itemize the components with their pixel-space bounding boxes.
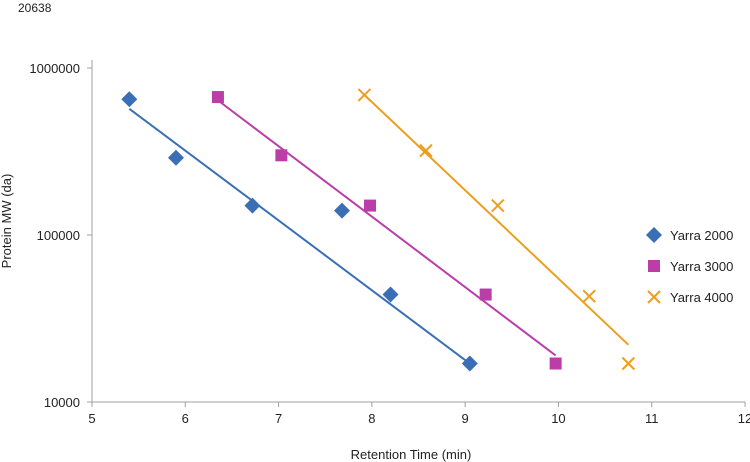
figure-id-label: 20638	[18, 1, 52, 15]
x-marker-stroke	[582, 289, 596, 303]
y-tick-label: 1000000	[29, 61, 80, 76]
x-tick-label: 10	[551, 411, 565, 426]
trendline-yarra-3000	[217, 99, 557, 357]
data-point-yarra-3000	[479, 288, 492, 301]
data-points	[121, 88, 636, 372]
x-tick-label: 11	[645, 411, 659, 426]
legend-label: Yarra 4000	[670, 290, 733, 305]
x-marker-stroke	[357, 88, 372, 102]
data-point-yarra-4000	[419, 143, 433, 158]
data-point-yarra-3000	[549, 357, 562, 370]
x-tick-label: 9	[462, 411, 469, 426]
x-tick-label: 8	[368, 411, 375, 426]
x-marker-stroke	[647, 290, 661, 304]
x-axis-title: Retention Time (min)	[351, 447, 472, 462]
y-tick-label: 10000	[44, 395, 80, 410]
y-axis-title: Protein MW (da)	[0, 174, 14, 269]
data-point-yarra-3000	[363, 199, 376, 212]
legend-label: Yarra 3000	[670, 259, 733, 274]
data-point-yarra-4000	[582, 289, 596, 303]
trendline-yarra-4000	[363, 94, 630, 346]
data-point-yarra-3000	[211, 91, 224, 104]
trendlines	[128, 94, 630, 365]
data-point-yarra-2000	[334, 202, 351, 219]
data-point-yarra-2000	[167, 149, 184, 166]
y-tick-label: 100000	[37, 228, 80, 243]
data-point-yarra-2000	[244, 197, 261, 214]
x-marker-stroke	[419, 143, 433, 158]
data-point-yarra-2000	[121, 91, 138, 108]
data-point-yarra-4000	[357, 88, 372, 102]
data-point-yarra-4000	[491, 198, 505, 213]
x-tick-label: 7	[275, 411, 282, 426]
data-point-yarra-4000	[621, 356, 636, 371]
legend: Yarra 2000 Yarra 3000 Yarra 4000	[646, 227, 733, 305]
legend-marker-yarra-4000	[647, 290, 661, 304]
legend-label: Yarra 2000	[670, 228, 733, 243]
axes	[91, 60, 745, 403]
data-point-yarra-2000	[382, 286, 399, 303]
x-tick-label: 5	[88, 411, 95, 426]
trendline-yarra-2000	[128, 107, 471, 365]
x-tick-label: 12	[738, 411, 750, 426]
x-tick-label: 6	[182, 411, 189, 426]
legend-marker-yarra-2000	[646, 227, 662, 243]
data-point-yarra-2000	[461, 355, 478, 372]
x-ticks: 5 6 7 8 9 10 11 12	[88, 402, 750, 426]
x-marker-stroke	[621, 356, 636, 371]
x-marker-stroke	[491, 198, 505, 213]
data-point-yarra-3000	[275, 149, 288, 162]
y-ticks: 10000 100000 1000000	[29, 61, 92, 410]
legend-marker-yarra-3000	[648, 260, 660, 272]
